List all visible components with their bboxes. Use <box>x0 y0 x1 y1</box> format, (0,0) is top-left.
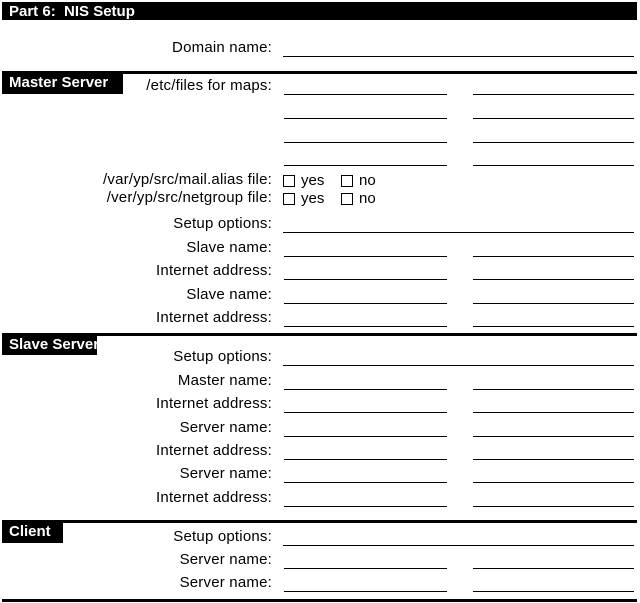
mail-alias-yes-label: yes <box>301 172 325 189</box>
maps-field-3-right[interactable] <box>473 142 634 143</box>
netgroup-yes-label: yes <box>301 190 325 207</box>
slave-internet-address-1-left[interactable] <box>284 412 447 413</box>
client-heading: Client <box>9 523 51 540</box>
master-server-heading: Master Server <box>9 74 109 91</box>
client-setup-options-label: Setup options: <box>173 528 272 545</box>
netgroup-no-label: no <box>359 190 376 207</box>
master-slave-name-2-right[interactable] <box>473 303 634 304</box>
mail-alias-file-label: /var/yp/src/mail.alias file: <box>103 171 272 188</box>
maps-field-2-left[interactable] <box>284 118 447 119</box>
client-setup-options-field[interactable] <box>283 545 634 546</box>
maps-field-3-left[interactable] <box>284 142 447 143</box>
bottom-rule <box>2 599 637 602</box>
master-internet-address-1-right[interactable] <box>473 279 634 280</box>
domain-name-label: Domain name: <box>172 39 272 56</box>
master-internet-address-2-label: Internet address: <box>156 309 272 326</box>
master-internet-address-2-left[interactable] <box>284 326 447 327</box>
slave-internet-address-2-left[interactable] <box>284 459 447 460</box>
slave-section-rule <box>2 333 637 336</box>
slave-master-name-label: Master name: <box>177 372 272 389</box>
slave-server-banner: Slave Server <box>2 333 100 355</box>
slave-server-name-1-label: Server name: <box>179 419 272 436</box>
maps-field-1-right[interactable] <box>473 94 634 95</box>
slave-internet-address-1-right[interactable] <box>473 412 634 413</box>
client-section-rule <box>2 520 637 523</box>
netgroup-yes-checkbox[interactable] <box>283 193 295 205</box>
client-server-name-2-left[interactable] <box>284 591 447 592</box>
master-internet-address-2-right[interactable] <box>473 326 634 327</box>
master-internet-address-1-left[interactable] <box>284 279 447 280</box>
slave-internet-address-3-right[interactable] <box>473 506 634 507</box>
master-slave-name-1-label: Slave name: <box>186 239 272 256</box>
master-setup-options-field[interactable] <box>283 232 634 233</box>
mail-alias-no-checkbox[interactable] <box>341 175 353 187</box>
slave-internet-address-1-label: Internet address: <box>156 395 272 412</box>
domain-name-field[interactable] <box>283 56 634 57</box>
netgroup-file-label: /ver/yp/src/netgroup file: <box>106 189 272 206</box>
master-setup-options-label: Setup options: <box>173 215 272 232</box>
master-slave-name-1-right[interactable] <box>473 256 634 257</box>
master-internet-address-1-label: Internet address: <box>156 262 272 279</box>
slave-master-name-right[interactable] <box>473 389 634 390</box>
slave-server-name-2-label: Server name: <box>179 465 272 482</box>
slave-setup-options-label: Setup options: <box>173 348 272 365</box>
slave-master-name-left[interactable] <box>284 389 447 390</box>
maps-field-4-right[interactable] <box>473 165 634 166</box>
slave-server-name-1-right[interactable] <box>473 436 634 437</box>
etc-files-maps-label: /etc/files for maps: <box>146 77 272 94</box>
client-server-name-1-label: Server name: <box>179 551 272 568</box>
client-server-name-1-left[interactable] <box>284 568 447 569</box>
master-slave-name-2-label: Slave name: <box>186 286 272 303</box>
master-section-rule <box>2 71 637 74</box>
client-banner: Client <box>2 520 63 543</box>
slave-server-name-1-left[interactable] <box>284 436 447 437</box>
slave-internet-address-3-label: Internet address: <box>156 489 272 506</box>
mail-alias-no-label: no <box>359 172 376 189</box>
slave-server-name-2-right[interactable] <box>473 482 634 483</box>
master-server-banner: Master Server <box>2 71 123 94</box>
slave-internet-address-2-right[interactable] <box>473 459 634 460</box>
slave-server-name-2-left[interactable] <box>284 482 447 483</box>
slave-internet-address-3-left[interactable] <box>284 506 447 507</box>
page-title: Part 6: NIS Setup <box>9 2 135 20</box>
master-slave-name-2-left[interactable] <box>284 303 447 304</box>
maps-field-1-left[interactable] <box>284 94 447 95</box>
netgroup-no-checkbox[interactable] <box>341 193 353 205</box>
slave-internet-address-2-label: Internet address: <box>156 442 272 459</box>
slave-setup-options-field[interactable] <box>283 365 634 366</box>
client-server-name-2-label: Server name: <box>179 574 272 591</box>
slave-server-heading: Slave Server <box>9 335 100 353</box>
mail-alias-yes-checkbox[interactable] <box>283 175 295 187</box>
client-server-name-1-right[interactable] <box>473 568 634 569</box>
part6-title-banner: Part 6: NIS Setup <box>2 2 637 20</box>
maps-field-2-right[interactable] <box>473 118 634 119</box>
master-slave-name-1-left[interactable] <box>284 256 447 257</box>
client-server-name-2-right[interactable] <box>473 591 634 592</box>
maps-field-4-left[interactable] <box>284 165 447 166</box>
